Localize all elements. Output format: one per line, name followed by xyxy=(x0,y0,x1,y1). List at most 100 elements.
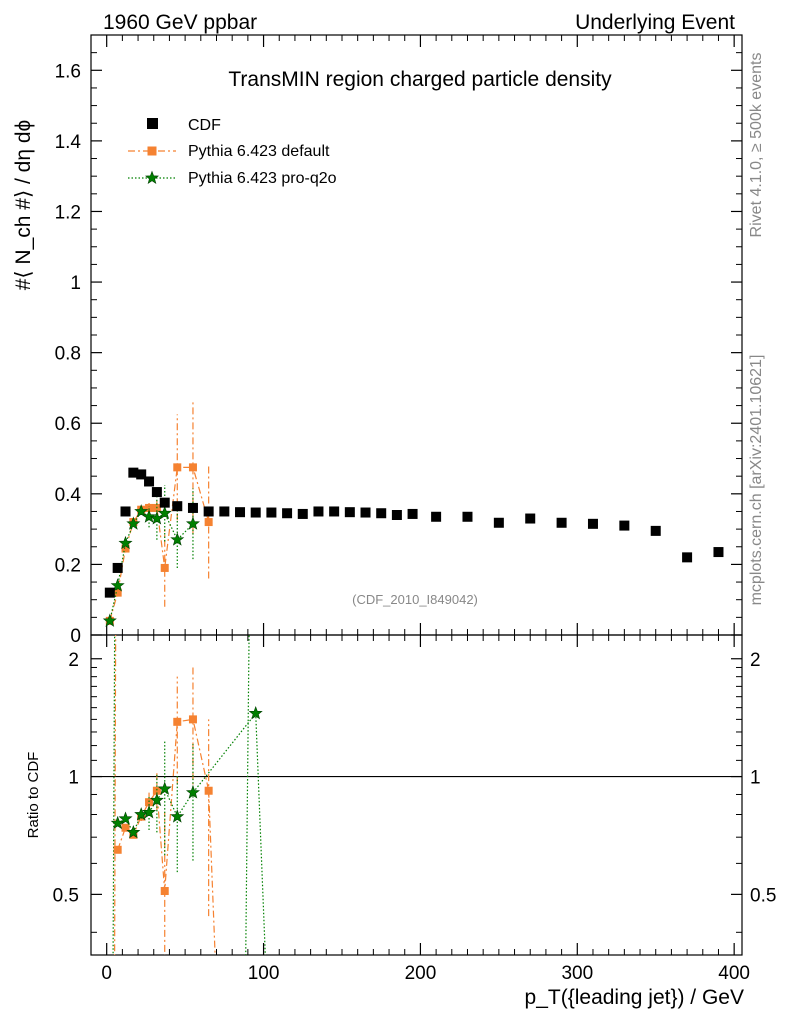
x-tick-label: 100 xyxy=(248,963,280,984)
ratio-axis-ticks: 0.5 0.5 1 1 2 2 xyxy=(53,650,776,933)
legend-marker-pythia-proq2o xyxy=(145,170,159,184)
main-axis-ticks: 0 0.2 0.4 0.6 0.8 1 1.2 1.4 1.6 xyxy=(55,52,742,647)
main-y-tick-label: 0 xyxy=(70,626,81,647)
main-point-pythia-6-423-default xyxy=(188,463,197,472)
main-point-cdf xyxy=(376,508,387,519)
ratio-point-pythia-6-423-pro-q2o xyxy=(142,805,157,819)
ratio-tail-pythia-6-423-default xyxy=(114,635,117,955)
main-point-pythia-6-423-default xyxy=(160,563,169,572)
legend-label-cdf: CDF xyxy=(188,117,221,134)
plot-title: TransMIN region charged particle density xyxy=(228,68,612,91)
main-point-cdf xyxy=(203,506,214,517)
main-point-cdf xyxy=(407,508,418,519)
main-point-cdf xyxy=(360,507,371,518)
ratio-point-pythia-6-423-pro-q2o xyxy=(170,809,185,823)
main-point-pythia-6-423-pro-q2o xyxy=(102,613,117,627)
x-tick-label: 200 xyxy=(405,963,437,984)
main-point-pythia-6-423-pro-q2o xyxy=(142,509,157,523)
main-point-cdf xyxy=(682,552,693,563)
header-right: Underlying Event xyxy=(575,11,735,34)
main-point-cdf xyxy=(266,507,277,518)
main-y-tick-label: 0.4 xyxy=(55,485,82,506)
ratio-y-tick-label-left: 0.5 xyxy=(53,885,79,906)
ratio-data-layer xyxy=(110,635,266,955)
legend-marker-cdf xyxy=(147,118,158,129)
main-point-cdf xyxy=(282,508,293,519)
x-tick-label: 400 xyxy=(718,963,750,984)
header-left: 1960 GeV ppbar xyxy=(103,11,257,34)
main-point-cdf xyxy=(297,508,308,519)
ratio-line-pythia-6-423-pro-q2o xyxy=(117,713,257,834)
main-y-tick-label: 1.4 xyxy=(55,132,82,153)
main-point-cdf xyxy=(493,517,504,528)
ratio-point-pythia-6-423-default xyxy=(152,786,161,795)
ratio-point-pythia-6-423-default xyxy=(160,887,169,896)
main-point-cdf xyxy=(104,587,115,598)
main-point-cdf xyxy=(151,487,162,498)
main-point-cdf xyxy=(431,511,442,522)
x-tick-label: 0 xyxy=(101,963,112,984)
main-point-cdf xyxy=(329,506,340,517)
main-point-cdf xyxy=(136,469,147,480)
main-point-cdf xyxy=(587,518,598,529)
main-point-cdf xyxy=(525,513,536,524)
main-point-pythia-6-423-pro-q2o xyxy=(118,535,133,550)
ratio-panel-frame xyxy=(90,634,743,956)
main-line-pythia-6-423-pro-q2o xyxy=(109,510,194,622)
ratio-point-pythia-6-423-pro-q2o xyxy=(157,781,172,795)
ratio-y-tick-label-left: 2 xyxy=(68,650,79,671)
main-point-pythia-6-423-pro-q2o xyxy=(134,504,149,518)
main-point-cdf xyxy=(650,525,661,536)
legend-label-pythia-proq2o: Pythia 6.423 pro-q2o xyxy=(188,170,337,187)
ratio-point-pythia-6-423-default xyxy=(204,786,213,795)
legend-marker-pythia-default xyxy=(147,146,157,156)
ratio-line-pythia-6-423-default xyxy=(117,718,210,892)
main-point-cdf xyxy=(172,501,183,512)
main-point-cdf xyxy=(313,506,324,517)
main-point-cdf xyxy=(556,517,567,528)
main-point-cdf xyxy=(235,507,246,518)
main-point-pythia-6-423-default xyxy=(145,503,154,512)
main-point-cdf xyxy=(120,506,131,517)
ratio-tail-pythia-6-423-pro-q2o xyxy=(255,713,266,955)
x-tick-label: 300 xyxy=(561,963,593,984)
analysis-watermark: (CDF_2010_I849042) xyxy=(352,592,478,607)
main-point-pythia-6-423-default xyxy=(113,588,122,597)
main-point-cdf xyxy=(159,497,170,508)
legend: CDF Pythia 6.423 default Pythia 6.423 pr… xyxy=(128,117,337,187)
main-point-cdf xyxy=(219,506,230,517)
main-point-pythia-6-423-pro-q2o xyxy=(185,516,200,530)
mcplots-label: mcplots.cern.ch [arXiv:2401.10621] xyxy=(748,355,765,606)
ratio-tail-pythia-6-423-default xyxy=(208,790,216,955)
main-point-pythia-6-423-default xyxy=(121,544,130,553)
main-point-cdf xyxy=(250,507,261,518)
main-data-layer xyxy=(102,400,724,627)
ratio-point-pythia-6-423-default xyxy=(121,823,130,832)
ratio-y-tick-label-right: 1 xyxy=(750,768,761,789)
main-y-tick-label: 0.8 xyxy=(55,344,81,365)
main-point-cdf xyxy=(391,510,402,520)
main-point-cdf xyxy=(187,502,198,513)
main-point-pythia-6-423-default xyxy=(204,518,213,527)
main-y-axis-label: #⟨ N_ch #⟩ / dη dϕ xyxy=(12,120,35,291)
ratio-point-pythia-6-423-default xyxy=(113,845,122,854)
ratio-point-pythia-6-423-default xyxy=(173,717,182,726)
ratio-point-pythia-6-423-pro-q2o xyxy=(248,706,263,720)
ratio-point-pythia-6-423-default xyxy=(145,798,154,807)
ratio-y-tick-label-right: 2 xyxy=(750,650,761,671)
main-point-pythia-6-423-pro-q2o xyxy=(157,505,172,520)
ratio-y-tick-label-right: 0.5 xyxy=(750,885,776,906)
main-point-cdf xyxy=(128,467,139,478)
ratio-y-axis-label: Ratio to CDF xyxy=(25,752,42,839)
main-y-tick-label: 1 xyxy=(70,273,81,294)
main-point-pythia-6-423-pro-q2o xyxy=(110,578,125,592)
ratio-y-tick-label-left: 1 xyxy=(68,768,79,789)
ratio-point-pythia-6-423-pro-q2o xyxy=(126,825,141,839)
x-axis-ticks: 0 100 200 300 400 xyxy=(101,35,750,984)
main-y-tick-label: 0.6 xyxy=(55,414,81,435)
ratio-point-pythia-6-423-pro-q2o xyxy=(118,811,133,825)
rivet-version-label: Rivet 4.1.0, ≥ 500k events xyxy=(748,53,765,238)
main-point-cdf xyxy=(713,547,724,558)
main-point-pythia-6-423-default xyxy=(173,463,182,472)
